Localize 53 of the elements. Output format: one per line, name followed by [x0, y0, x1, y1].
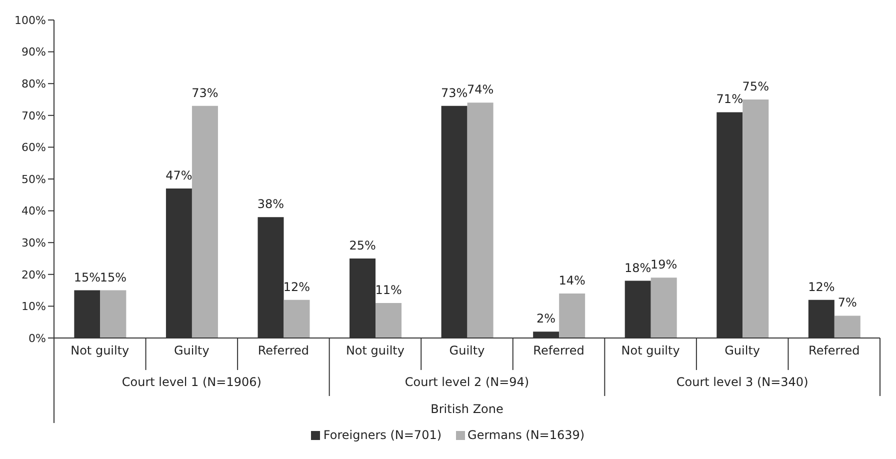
text: Court level 1 (N=1906): [122, 375, 262, 389]
data-label: 38%: [257, 197, 284, 212]
y-tick-label: 70%: [22, 109, 46, 122]
data-label: 47%: [166, 168, 192, 183]
x-tick-label: Not guilty: [346, 344, 404, 358]
data-label: 7%: [838, 296, 857, 310]
data-label: 71%: [716, 92, 743, 106]
data-label: 15%: [100, 270, 127, 284]
data-label: 15%: [74, 270, 101, 284]
data-label: 12%: [808, 280, 835, 294]
bar: [742, 100, 769, 338]
data-label: 14%: [558, 273, 586, 288]
data-label: 2%: [536, 312, 556, 326]
y-tick-label: 60%: [22, 141, 46, 154]
bar: [559, 293, 586, 338]
bar: [467, 102, 494, 338]
y-tick-label: 100%: [14, 14, 46, 27]
data-label: 12%: [283, 280, 310, 294]
bar: [192, 106, 218, 338]
x-tick-label: Not guilty: [70, 344, 130, 358]
data-label: 18%: [624, 260, 652, 275]
x-tick-label: Guilty: [449, 344, 485, 358]
data-label: 11%: [375, 283, 402, 298]
y-tick-label: 40%: [22, 204, 46, 218]
y-tick-label: 20%: [22, 268, 46, 282]
bar: [834, 316, 860, 338]
data-label: 25%: [349, 238, 376, 252]
y-tick-label: 80%: [22, 78, 46, 91]
y-tick-label: 90%: [22, 46, 46, 59]
x-axis-title: British Zone: [430, 402, 504, 416]
y-tick-label: 0%: [28, 332, 46, 345]
text: Court level 3 (N=340): [676, 375, 808, 389]
data-label: 73%: [440, 86, 468, 100]
y-tick-label: 50%: [22, 172, 46, 186]
data-label: 19%: [650, 258, 678, 272]
legend-label: Germans (N=1639): [468, 428, 585, 442]
y-tick-label: 30%: [22, 236, 46, 250]
x-tick-label: Not guilty: [621, 344, 680, 358]
bar: [100, 290, 126, 338]
bar: [284, 300, 310, 338]
data-label: 74%: [466, 82, 494, 97]
x-tick-label: Guilty: [724, 344, 760, 358]
bar: [650, 278, 677, 338]
data-label: 73%: [192, 86, 218, 100]
data-label: 75%: [742, 80, 769, 94]
x-tick-label: Referred: [808, 344, 860, 358]
text: Court level 2 (N=94): [404, 375, 530, 389]
y-tick-label: 10%: [22, 300, 46, 314]
legend-label: Foreigners (N=701): [323, 428, 442, 442]
x-tick-label: Referred: [533, 344, 584, 358]
x-tick-label: Referred: [258, 344, 310, 358]
x-tick-label: Guilty: [174, 344, 210, 358]
bar: [376, 303, 402, 338]
